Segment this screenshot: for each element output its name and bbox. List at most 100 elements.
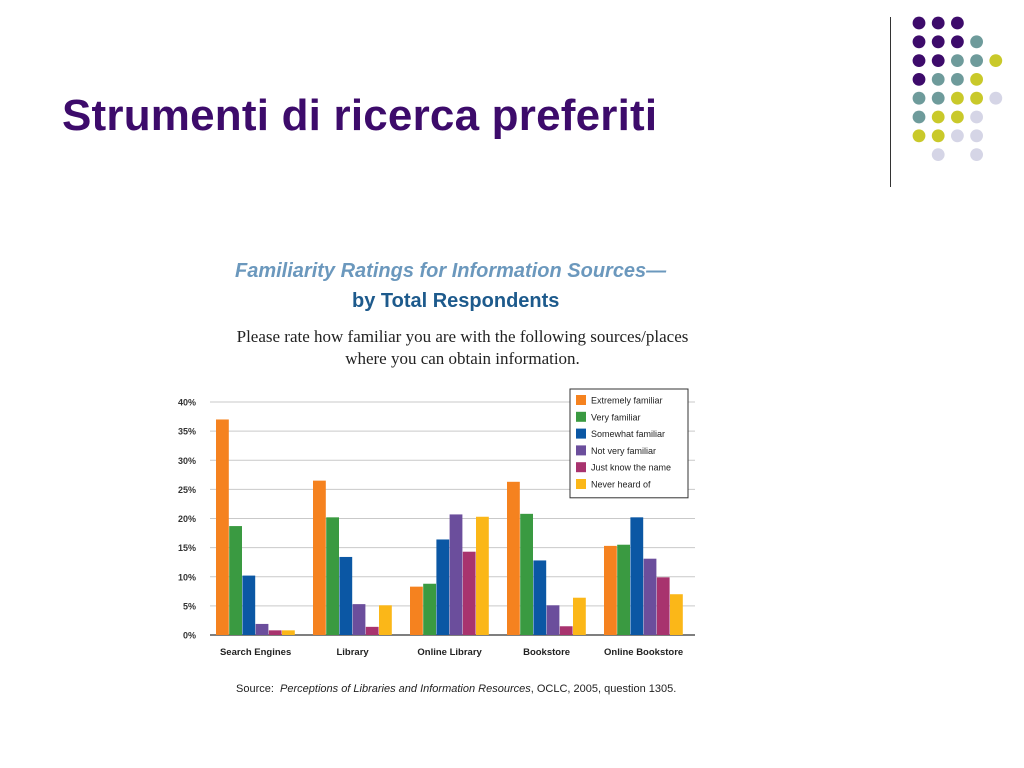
- survey-question: Please rate how familiar you are with th…: [190, 326, 735, 370]
- bar-chart: 0% 5% 10% 15% 20% 25% 30% 35% 40% Search Engines…: [178, 388, 695, 658]
- decorative-dot: [970, 35, 983, 49]
- decorative-dot: [989, 54, 1003, 67]
- bar: [546, 605, 560, 635]
- bar: [670, 594, 683, 635]
- decorative-dot: [931, 54, 945, 67]
- y-tick-label: 25%: [178, 485, 196, 495]
- vertical-divider: [890, 17, 891, 187]
- y-tick-label: 30%: [178, 456, 196, 466]
- decorative-dot: [951, 16, 964, 30]
- legend-swatch: [576, 428, 586, 439]
- bar: [379, 605, 392, 635]
- y-tick-label: 10%: [178, 572, 196, 582]
- x-tick-label: Bookstore: [523, 647, 570, 658]
- decorative-dot: [912, 54, 926, 67]
- bar: [630, 517, 644, 635]
- bar: [242, 575, 256, 635]
- x-axis-categories: Search Engines Library Online Library Books…: [220, 647, 683, 658]
- bar: [436, 539, 450, 635]
- legend-swatch: [576, 479, 586, 489]
- y-tick-label: 20%: [178, 514, 196, 524]
- legend-label: Just know the name: [591, 463, 671, 473]
- bar: [462, 551, 476, 635]
- decorative-dot: [931, 91, 945, 105]
- legend-label: Somewhat familiar: [591, 429, 665, 439]
- source-title: Perceptions of Libraries and Information…: [280, 683, 531, 695]
- survey-question-line-1: Please rate how familiar you are with th…: [236, 327, 689, 346]
- x-tick-label: Library: [336, 647, 369, 658]
- source-suffix: , OCLC, 2005, question 1305.: [530, 683, 677, 695]
- survey-question-line-2: where you can obtain information.: [345, 349, 580, 368]
- bar: [643, 558, 657, 635]
- decorative-dot: [951, 129, 964, 143]
- bar: [423, 583, 436, 635]
- chart-title: Familiarity Ratings for Information Sour…: [235, 260, 667, 282]
- bar: [268, 630, 282, 635]
- legend-label: Very familiar: [591, 412, 641, 422]
- bar: [449, 514, 463, 635]
- bar: [339, 556, 353, 635]
- legend-swatch: [576, 462, 586, 473]
- bar: [656, 577, 670, 635]
- decorative-dot: [951, 35, 964, 49]
- decorative-dot: [970, 54, 983, 67]
- source-prefix: Source:: [236, 683, 274, 695]
- bar: [326, 517, 339, 635]
- bar: [507, 481, 520, 635]
- bar: [476, 516, 489, 635]
- x-tick-label: Online Bookstore: [604, 647, 683, 658]
- source-note: Source: Perceptions of Libraries and Inf…: [236, 683, 676, 695]
- chart-subtitle: by Total Respondents: [352, 290, 560, 312]
- decorative-dot: [951, 110, 964, 124]
- decorative-dot: [931, 73, 945, 86]
- y-tick-label: 40%: [178, 398, 196, 408]
- decorative-dot: [970, 91, 983, 105]
- decorative-dot: [931, 148, 945, 162]
- decorative-dot: [912, 73, 926, 86]
- bar: [229, 526, 242, 635]
- decorative-dot: [970, 110, 983, 124]
- bar: [573, 597, 586, 635]
- decorative-dot: [912, 110, 926, 124]
- decorative-dot: [931, 110, 945, 124]
- x-tick-label: Search Engines: [220, 647, 291, 658]
- decorative-dot: [912, 129, 926, 143]
- decorative-dot: [931, 35, 945, 49]
- legend: Extremely familiar Very familiar Somewhat …: [569, 388, 689, 499]
- decorative-dot: [989, 91, 1003, 105]
- decorative-dot: [931, 129, 945, 143]
- decorative-dot: [970, 129, 983, 143]
- bar: [520, 513, 533, 635]
- y-tick-label: 15%: [178, 543, 196, 553]
- x-tick-label: Online Library: [417, 647, 482, 658]
- decorative-dot: [970, 148, 983, 162]
- legend-label: Not very familiar: [591, 446, 656, 456]
- decorative-dot: [912, 35, 926, 49]
- decorative-dot: [970, 73, 983, 86]
- legend-swatch: [576, 411, 586, 422]
- y-tick-label: 0%: [183, 631, 196, 641]
- y-tick-label: 5%: [183, 601, 196, 611]
- legend-box: [569, 388, 689, 499]
- bar: [559, 626, 573, 635]
- decorative-dot: [912, 91, 926, 105]
- legend-label: Never heard of: [591, 480, 651, 490]
- bar: [282, 630, 295, 635]
- bar: [216, 419, 229, 635]
- bar: [604, 545, 617, 635]
- bar: [365, 626, 379, 635]
- y-axis-ticks: 0% 5% 10% 15% 20% 25% 30% 35% 40%: [178, 398, 196, 641]
- bars: [216, 419, 683, 635]
- decorative-dot: [912, 16, 926, 30]
- bar: [352, 604, 366, 635]
- decorative-dot: [931, 16, 945, 30]
- bar: [533, 560, 547, 635]
- legend-swatch: [576, 445, 586, 456]
- bar: [617, 544, 630, 635]
- bar: [313, 480, 326, 635]
- legend-swatch: [576, 395, 586, 405]
- bar: [255, 623, 269, 635]
- decorative-dot: [951, 54, 964, 67]
- decorative-dot: [951, 91, 964, 105]
- legend-label: Extremely familiar: [591, 396, 663, 406]
